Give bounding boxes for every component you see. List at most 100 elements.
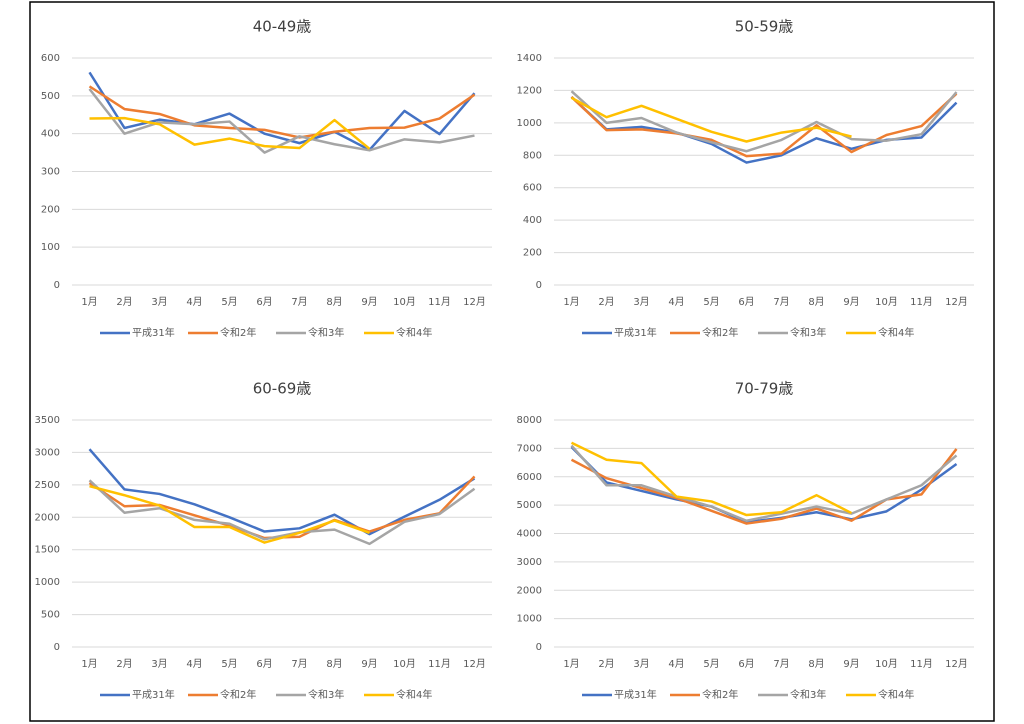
x-tick-label: 12月 — [463, 658, 486, 670]
y-tick-label: 500 — [41, 91, 60, 102]
data-line — [570, 441, 853, 517]
x-tick-label: 4月 — [668, 296, 684, 308]
chart-title: 50-59歳 — [735, 18, 794, 36]
x-tick-label: 1月 — [563, 296, 579, 308]
x-tick-label: 11月 — [428, 296, 451, 308]
y-tick-label: 1000 — [35, 577, 60, 588]
y-tick-label: 7000 — [517, 443, 542, 454]
y-tick-label: 500 — [41, 610, 60, 621]
y-tick-label: 100 — [41, 242, 60, 253]
y-tick-label: 300 — [41, 167, 60, 178]
data-line — [570, 96, 852, 143]
legend-label: 令和4年 — [396, 688, 432, 701]
x-tick-label: 10月 — [393, 658, 416, 670]
y-tick-label: 600 — [523, 183, 542, 194]
x-tick-label: 3月 — [633, 296, 649, 308]
x-tick-label: 11月 — [428, 658, 451, 670]
chart-title: 60-69歳 — [253, 380, 312, 398]
data-line — [88, 85, 476, 139]
y-tick-label: 0 — [536, 642, 542, 653]
x-tick-label: 3月 — [633, 658, 649, 670]
legend-label: 令和2年 — [702, 326, 738, 339]
x-tick-label: 8月 — [808, 296, 824, 308]
x-tick-label: 12月 — [945, 658, 968, 670]
x-tick-label: 4月 — [186, 658, 202, 670]
y-tick-label: 2000 — [35, 512, 60, 523]
x-tick-label: 8月 — [326, 296, 342, 308]
y-tick-label: 1500 — [35, 545, 60, 556]
y-tick-label: 1000 — [517, 118, 542, 129]
data-line — [88, 479, 476, 546]
x-tick-label: 9月 — [361, 296, 377, 308]
y-tick-label: 200 — [523, 248, 542, 259]
y-tick-label: 2500 — [35, 480, 60, 491]
data-line — [89, 484, 370, 544]
data-line — [88, 71, 476, 152]
x-tick-label: 8月 — [326, 658, 342, 670]
legend-label: 令和2年 — [220, 326, 256, 339]
chart-title: 40-49歳 — [253, 18, 312, 36]
y-tick-label: 600 — [41, 53, 60, 64]
x-tick-label: 9月 — [843, 296, 859, 308]
x-tick-label: 10月 — [393, 296, 416, 308]
x-tick-label: 7月 — [773, 296, 789, 308]
y-tick-label: 5000 — [517, 500, 542, 511]
legend-label: 令和3年 — [308, 326, 344, 339]
x-tick-label: 9月 — [361, 658, 377, 670]
x-tick-label: 5月 — [221, 296, 237, 308]
x-tick-label: 2月 — [116, 658, 132, 670]
y-tick-label: 6000 — [517, 472, 542, 483]
x-tick-label: 7月 — [773, 658, 789, 670]
y-tick-label: 800 — [523, 150, 542, 161]
x-tick-label: 2月 — [598, 658, 614, 670]
y-tick-label: 1200 — [517, 85, 542, 96]
x-tick-label: 3月 — [151, 296, 167, 308]
x-tick-label: 4月 — [668, 658, 684, 670]
x-tick-label: 8月 — [808, 658, 824, 670]
data-line — [88, 448, 476, 536]
x-tick-label: 2月 — [116, 296, 132, 308]
legend-label: 平成31年 — [614, 326, 657, 339]
x-tick-label: 10月 — [875, 296, 898, 308]
x-tick-label: 9月 — [843, 658, 859, 670]
legend-label: 令和2年 — [702, 688, 738, 701]
x-tick-label: 6月 — [256, 296, 272, 308]
legend-label: 平成31年 — [132, 688, 175, 701]
y-tick-label: 200 — [41, 204, 60, 215]
x-tick-label: 7月 — [291, 296, 307, 308]
legend-label: 令和4年 — [396, 326, 432, 339]
x-tick-label: 5月 — [703, 296, 719, 308]
y-tick-label: 2000 — [517, 585, 542, 596]
x-tick-label: 6月 — [256, 658, 272, 670]
x-tick-label: 2月 — [598, 296, 614, 308]
y-tick-label: 8000 — [517, 415, 542, 426]
x-tick-label: 5月 — [221, 658, 237, 670]
x-tick-label: 10月 — [875, 658, 898, 670]
data-line — [89, 116, 371, 150]
y-tick-label: 0 — [536, 280, 542, 291]
y-tick-label: 3000 — [35, 447, 60, 458]
legend-label: 令和4年 — [878, 326, 914, 339]
legend-label: 令和3年 — [308, 688, 344, 701]
frame — [29, 1, 995, 722]
x-tick-label: 1月 — [563, 658, 579, 670]
y-tick-label: 1400 — [517, 53, 542, 64]
x-tick-label: 12月 — [945, 296, 968, 308]
legend-label: 平成31年 — [614, 688, 657, 701]
y-tick-label: 4000 — [517, 529, 542, 540]
y-tick-label: 0 — [54, 642, 60, 653]
x-tick-label: 3月 — [151, 658, 167, 670]
y-tick-label: 3000 — [517, 557, 542, 568]
x-tick-label: 4月 — [186, 296, 202, 308]
x-tick-label: 11月 — [910, 296, 933, 308]
y-tick-label: 3500 — [35, 415, 60, 426]
legend-label: 令和4年 — [878, 688, 914, 701]
x-tick-label: 1月 — [81, 296, 97, 308]
x-tick-label: 11月 — [910, 658, 933, 670]
y-tick-label: 400 — [41, 129, 60, 140]
legend-label: 平成31年 — [132, 326, 175, 339]
y-tick-label: 1000 — [517, 614, 542, 625]
x-tick-label: 6月 — [738, 658, 754, 670]
